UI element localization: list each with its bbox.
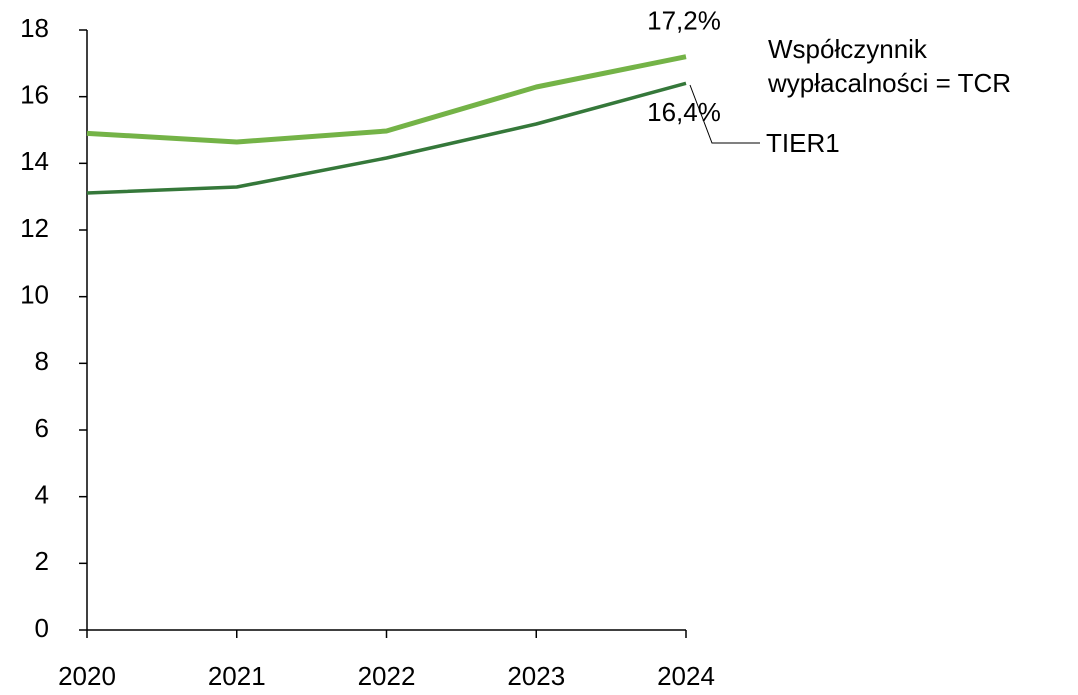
legend-entry: TIER1 <box>766 128 840 158</box>
leader-line <box>689 84 760 144</box>
x-tick-label: 2023 <box>507 661 565 691</box>
y-tick-label: 2 <box>35 546 49 576</box>
x-tick-label: 2024 <box>657 661 715 691</box>
x-tick-label: 2020 <box>58 661 116 691</box>
y-tick-label: 18 <box>20 13 49 43</box>
y-tick-label: 0 <box>35 613 49 643</box>
legend-entry: Współczynnik wypłacalności = TCR <box>768 34 1012 98</box>
y-tick-label: 8 <box>35 346 49 376</box>
y-tick-label: 6 <box>35 413 49 443</box>
y-tick-label: 12 <box>20 213 49 243</box>
data-label: 17,2% <box>647 6 721 36</box>
series-line <box>86 54 687 145</box>
y-tick-label: 4 <box>35 480 49 510</box>
x-tick-label: 2021 <box>208 661 266 691</box>
y-tick-label: 16 <box>20 80 49 110</box>
y-tick-label: 14 <box>20 146 49 176</box>
x-tick-label: 2022 <box>358 661 416 691</box>
series-line <box>86 81 687 195</box>
data-label: 16,4% <box>647 97 721 127</box>
y-tick-label: 10 <box>20 280 49 310</box>
